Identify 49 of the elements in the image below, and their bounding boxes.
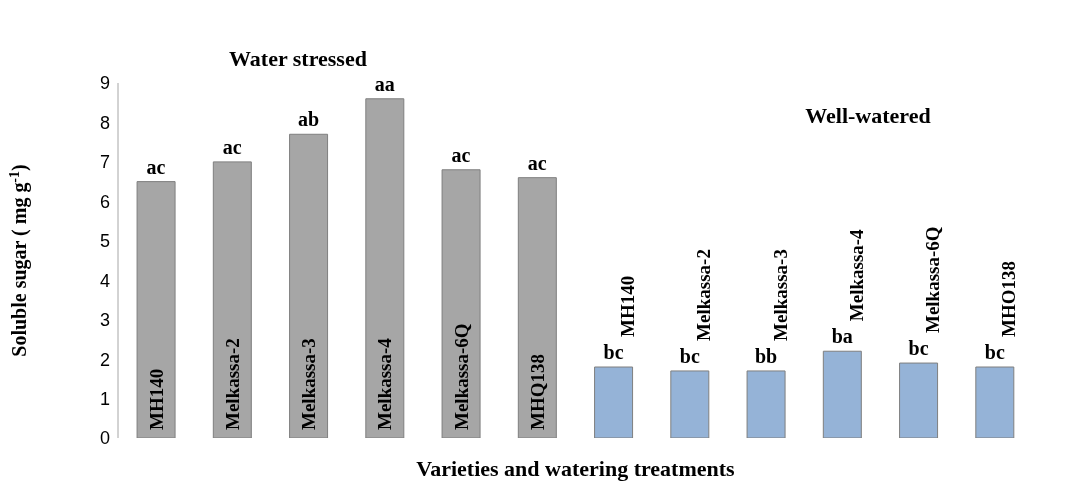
bar [594,366,634,438]
data-label: aa [374,72,395,95]
bar [822,350,862,438]
x-tick-label: Melkassa-3 [769,249,791,341]
x-tick-label: Melkassa-3 [298,338,320,430]
data-label: bc [908,337,929,360]
y-tick-label: 9 [99,73,110,94]
x-tick-label: Melkassa-6Q [450,323,472,430]
x-tick-label: Melkassa-6Q [922,226,944,334]
y-tick-label: 0 [99,428,110,449]
x-tick-label: MH140 [145,368,167,430]
y-tick-label: 8 [99,112,110,133]
y-tick-label: 2 [99,349,110,370]
data-label: ab [298,108,320,131]
y-tick-label: 1 [99,388,110,409]
annotation: Well-watered [805,103,931,128]
y-tick-label: 7 [99,152,110,173]
data-label: ac [146,155,166,178]
x-tick-label: MHQ138 [526,354,548,430]
x-axis-title: Varieties and watering treatments [416,456,736,481]
bar [441,169,481,438]
bar [365,98,405,438]
data-label: ac [222,135,242,158]
bar [899,362,939,438]
bar [670,370,710,438]
y-tick-label: 3 [99,310,110,331]
data-label: bc [984,341,1005,363]
x-tick-label: Melkassa-4 [845,228,867,322]
x-tick-label: Melkassa-2 [221,338,243,430]
data-label: bc [679,344,700,367]
x-tick-label: MH140 [617,275,639,337]
data-label: bc [603,341,624,363]
text: Water stressed [229,46,367,71]
bar [517,177,557,438]
bar [136,181,176,438]
x-tick-label: Melkassa-2 [693,249,715,341]
bar [975,366,1015,438]
data-label: ba [831,325,853,348]
data-label: ac [527,151,547,174]
bar [746,370,786,438]
x-tick-label: Melkassa-4 [374,337,396,430]
data-label: ac [451,143,471,166]
y-tick-label: 5 [99,231,110,252]
y-tick-label: 4 [99,270,110,291]
x-tick-label: MHO138 [998,261,1020,337]
bar [212,161,252,438]
bar [289,133,329,438]
y-tick-label: 6 [99,191,110,212]
data-label: bb [754,344,778,367]
